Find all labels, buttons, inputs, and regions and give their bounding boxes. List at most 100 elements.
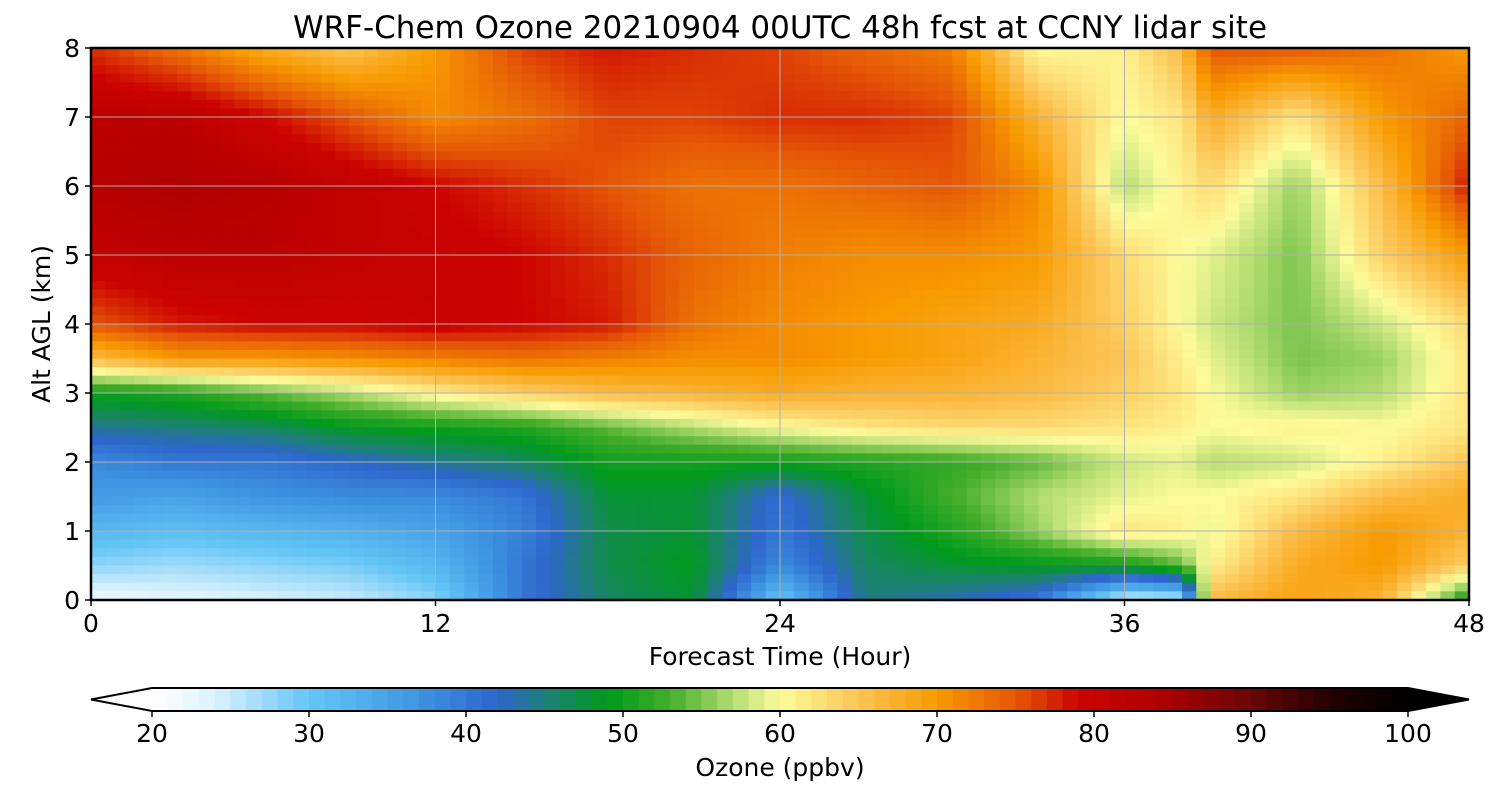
heatmap-cell xyxy=(823,151,839,161)
heatmap-cell xyxy=(751,367,767,377)
heatmap-cell xyxy=(1382,280,1398,291)
heatmap-cell xyxy=(248,220,264,230)
heatmap-cell xyxy=(1224,151,1240,161)
heatmap-cell xyxy=(464,298,480,308)
heatmap-cell xyxy=(894,272,910,282)
heatmap-cell xyxy=(205,91,221,101)
heatmap-cell xyxy=(234,487,250,498)
heatmap-cells xyxy=(91,48,1470,601)
heatmap-cell xyxy=(1282,211,1298,222)
heatmap-cell xyxy=(1397,263,1413,273)
heatmap-cell xyxy=(1124,211,1140,222)
heatmap-cell xyxy=(1282,255,1298,265)
heatmap-cell xyxy=(894,263,910,273)
heatmap-cell xyxy=(1038,367,1054,377)
heatmap-cell xyxy=(1167,410,1183,420)
heatmap-cell xyxy=(435,203,451,213)
heatmap-cell xyxy=(708,470,724,480)
heatmap-cell xyxy=(1282,125,1298,135)
heatmap-cell xyxy=(593,324,609,334)
heatmap-cell xyxy=(693,255,709,265)
heatmap-cell xyxy=(1110,324,1126,334)
heatmap-cell xyxy=(837,418,853,429)
heatmap-cell xyxy=(1354,142,1370,153)
heatmap-cell xyxy=(679,160,695,170)
heatmap-cell xyxy=(693,367,709,377)
heatmap-cell xyxy=(794,410,810,420)
heatmap-cell xyxy=(1253,444,1269,454)
heatmap-cell xyxy=(1181,151,1197,161)
heatmap-cell xyxy=(593,487,609,498)
heatmap-cell xyxy=(622,470,638,480)
heatmap-cell xyxy=(909,453,925,463)
heatmap-cell xyxy=(1067,332,1083,342)
heatmap-cell xyxy=(105,427,121,437)
heatmap-cell xyxy=(1110,177,1126,187)
heatmap-cell xyxy=(937,177,953,187)
heatmap-cell xyxy=(392,186,408,196)
heatmap-cell xyxy=(780,82,795,92)
heatmap-cell xyxy=(306,436,322,446)
heatmap-cell xyxy=(866,332,882,342)
heatmap-cell xyxy=(780,142,795,153)
heatmap-cell xyxy=(1425,117,1441,127)
heatmap-cell xyxy=(808,186,824,196)
heatmap-cell xyxy=(335,272,350,282)
heatmap-cell xyxy=(1454,82,1470,92)
heatmap-cell xyxy=(579,237,594,247)
heatmap-cell xyxy=(1167,56,1183,66)
heatmap-cell xyxy=(306,453,322,463)
heatmap-cell xyxy=(851,436,867,446)
heatmap-cell xyxy=(1440,211,1456,222)
heatmap-cell xyxy=(823,324,839,334)
heatmap-cell xyxy=(937,272,953,282)
heatmap-cell xyxy=(1181,255,1197,265)
heatmap-cell xyxy=(105,332,121,342)
heatmap-cell xyxy=(650,48,666,58)
heatmap-cell xyxy=(894,186,910,196)
heatmap-cell xyxy=(995,306,1011,316)
heatmap-cell xyxy=(492,73,508,84)
heatmap-cell xyxy=(722,91,738,101)
heatmap-cell xyxy=(220,108,236,118)
heatmap-cell xyxy=(205,255,221,265)
heatmap-cell xyxy=(708,289,724,299)
heatmap-cell xyxy=(823,367,839,377)
heatmap-cell xyxy=(1325,48,1341,58)
heatmap-cell xyxy=(923,194,939,204)
heatmap-cell xyxy=(291,91,307,101)
heatmap-cell xyxy=(191,487,207,498)
heatmap-cell xyxy=(177,56,193,66)
heatmap-cell xyxy=(564,315,580,325)
heatmap-cell xyxy=(435,349,451,360)
heatmap-cell xyxy=(665,401,681,411)
heatmap-cell xyxy=(794,470,810,480)
heatmap-cell xyxy=(1440,263,1456,273)
heatmap-cell xyxy=(794,487,810,498)
heatmap-cell xyxy=(248,272,264,282)
heatmap-cell xyxy=(378,229,394,239)
heatmap-cell xyxy=(995,470,1011,480)
heatmap-cell xyxy=(1181,142,1197,153)
heatmap-cell xyxy=(105,220,121,230)
heatmap-cell xyxy=(1411,324,1427,334)
heatmap-cell xyxy=(1024,160,1039,170)
heatmap-cell xyxy=(234,125,250,135)
heatmap-cell xyxy=(105,125,121,135)
heatmap-cell xyxy=(995,453,1011,463)
heatmap-cell xyxy=(1081,151,1097,161)
heatmap-cell xyxy=(1167,48,1183,58)
heatmap-cell xyxy=(148,306,164,316)
heatmap-cell xyxy=(1454,91,1470,101)
heatmap-cell xyxy=(1196,315,1212,325)
heatmap-cell xyxy=(808,263,824,273)
heatmap-cell xyxy=(1282,151,1298,161)
heatmap-cell xyxy=(1181,194,1197,204)
heatmap-cell xyxy=(1181,487,1197,498)
heatmap-cell xyxy=(1253,332,1269,342)
heatmap-cell xyxy=(449,427,465,437)
heatmap-cell xyxy=(291,263,307,273)
heatmap-cell xyxy=(478,142,494,153)
heatmap-cell xyxy=(722,349,738,360)
heatmap-cell xyxy=(593,255,609,265)
